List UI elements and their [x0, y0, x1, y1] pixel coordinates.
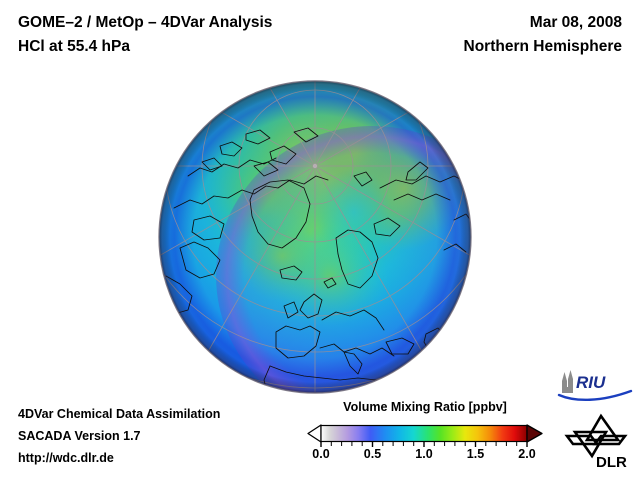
dlr-wordmark: DLR	[596, 454, 627, 471]
globe-limb	[158, 80, 472, 394]
riu-swoosh	[557, 389, 633, 402]
footer-credits: 4DVar Chemical Data Assimilation SACADA …	[18, 403, 220, 469]
hemisphere-label: Northern Hemisphere	[463, 38, 622, 55]
dlr-logo: DLR	[564, 413, 628, 471]
colorbar-scale	[307, 424, 543, 447]
colorbar-tick-2: 1.0	[415, 447, 433, 461]
dlr-pinwheel-icon	[564, 413, 628, 459]
globe-map	[158, 80, 472, 394]
colorbar-tick-1: 0.5	[363, 447, 382, 461]
header-right: Mar 08, 2008 Northern Hemisphere	[464, 11, 622, 59]
colorbar-tick-4: 2.0	[518, 447, 536, 461]
page-subtitle: HCl at 55.4 hPa	[18, 38, 130, 55]
header-left: GOME–2 / MetOp – 4DVar Analysis HCl at 5…	[18, 11, 272, 59]
colorbar-over-arrow	[526, 424, 543, 443]
footer-line-assimilation: 4DVar Chemical Data Assimilation	[18, 407, 221, 421]
page-title: GOME–2 / MetOp – 4DVar Analysis	[18, 14, 273, 31]
footer-line-version: SACADA Version 1.7	[18, 429, 141, 443]
riu-wordmark: RIU	[576, 373, 606, 392]
colorbar-title: Volume Mixing Ratio [ppbv]	[343, 400, 507, 414]
analysis-date: Mar 08, 2008	[529, 14, 622, 31]
footer-line-url[interactable]: http://wdc.dlr.de	[18, 451, 114, 465]
cathedral-icon	[562, 370, 573, 393]
riu-logo: RIU	[557, 370, 633, 402]
colorbar: Volume Mixing Ratio [ppbv]	[305, 400, 545, 472]
colorbar-major-ticks	[320, 441, 528, 447]
colorbar-minor-ticks	[330, 441, 518, 446]
colorbar-tick-3: 1.5	[466, 447, 485, 461]
colorbar-tick-0: 0.0	[312, 447, 330, 461]
colorbar-under-arrow	[307, 424, 322, 443]
colorbar-tick-labels: 0.0 0.5 1.0 1.5 2.0	[305, 447, 545, 467]
